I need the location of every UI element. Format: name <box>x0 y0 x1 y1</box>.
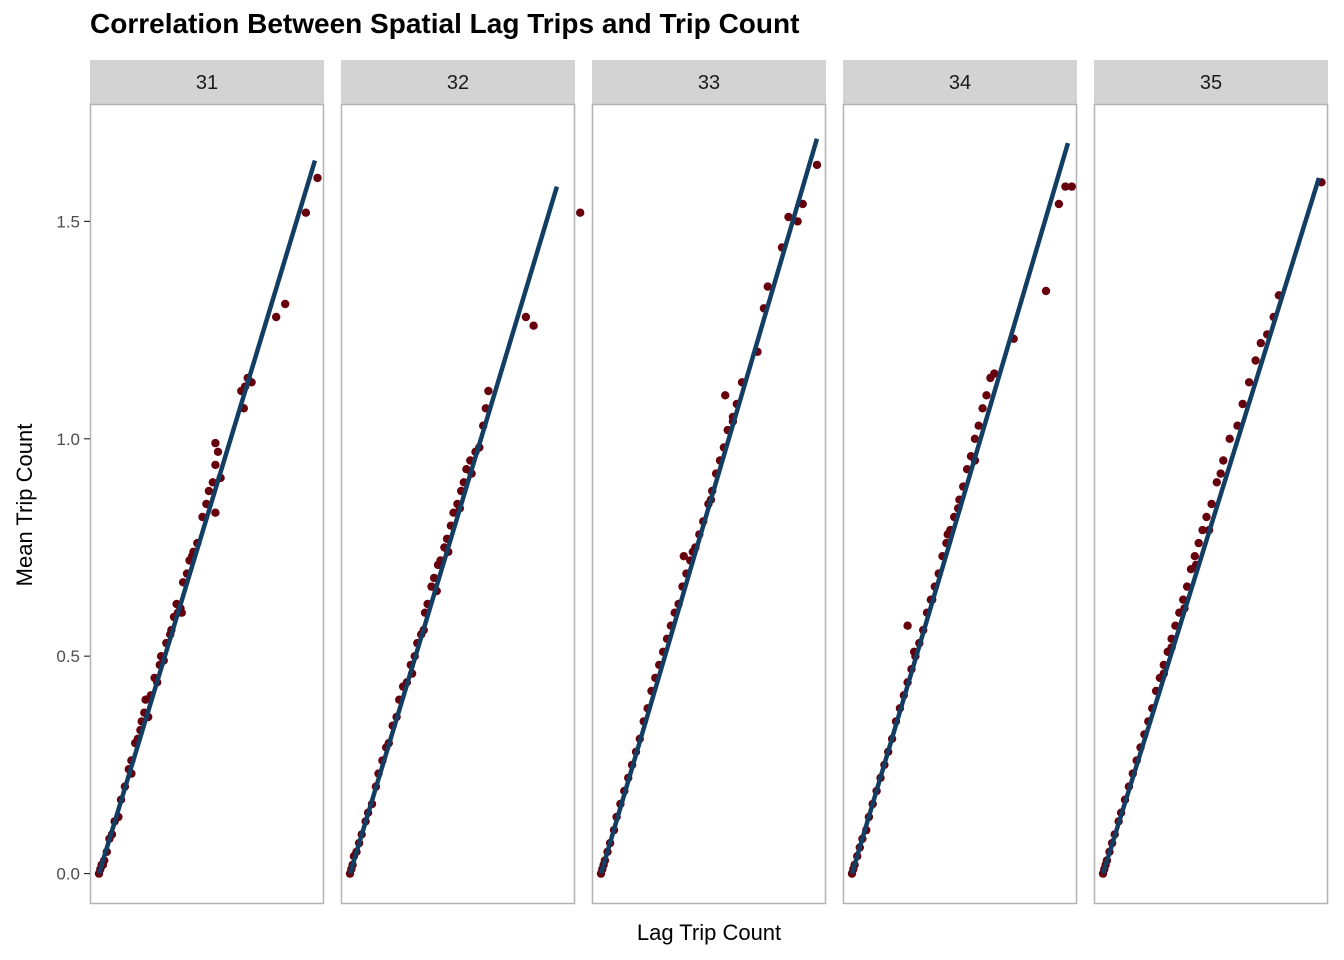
panel-border <box>842 103 1078 905</box>
scatter-point <box>1202 512 1211 522</box>
regression-line <box>96 159 318 875</box>
facet-panel-35: 35 <box>1093 60 1329 905</box>
scatter-point <box>982 391 991 400</box>
y-axis-label: Mean Trip Count <box>12 424 37 587</box>
scatter-point <box>449 508 458 517</box>
scatter-point <box>484 386 493 396</box>
scatter-point <box>784 212 793 222</box>
facet-strip <box>592 60 826 104</box>
scatter-point <box>1212 478 1222 487</box>
chart-title: Correlation Between Spatial Lag Trips an… <box>90 8 800 39</box>
facet-strip-label: 31 <box>196 72 218 94</box>
facet-strip <box>1094 60 1328 104</box>
facet-strip <box>341 60 575 104</box>
scatter-point <box>970 434 980 443</box>
y-tick-label: 0.5 <box>56 647 80 666</box>
scatter-point <box>211 438 220 448</box>
x-axis-label: Lag Trip Count <box>637 920 781 945</box>
scatter-point <box>281 299 290 309</box>
facet-strip-label: 32 <box>447 72 469 94</box>
facet-panel-32: 32 <box>340 60 585 905</box>
facet-panels: 31 32 33 34 35 <box>89 60 1329 905</box>
scatter-point <box>1251 356 1260 365</box>
scatter-point <box>721 391 730 400</box>
scatter-point <box>1238 399 1247 409</box>
scatter-point <box>576 208 585 217</box>
scatter-point <box>974 421 983 430</box>
scatter-point <box>1256 338 1266 348</box>
scatter-point <box>679 552 688 561</box>
scatter-point <box>211 460 220 470</box>
regression-line <box>849 142 1071 875</box>
facet-panel-31: 31 <box>89 60 325 905</box>
panel-border <box>340 103 576 905</box>
y-tick-label: 0.0 <box>56 865 80 884</box>
scatter-points <box>345 208 585 878</box>
y-axis: 0.0 0.5 1.0 1.5 <box>56 212 90 884</box>
scatter-point <box>1198 525 1207 535</box>
scatter-point <box>204 486 214 496</box>
scatter-point <box>301 208 311 217</box>
scatter-point <box>1190 552 1200 561</box>
scatter-point <box>1061 182 1070 191</box>
scatter-point <box>521 312 531 322</box>
scatter-point <box>1194 538 1203 548</box>
scatter-point <box>1225 434 1234 443</box>
facet-strip-label: 35 <box>1200 72 1222 94</box>
panel-border <box>591 103 827 905</box>
regression-line <box>598 138 820 875</box>
scatter-point <box>313 173 322 183</box>
facet-panel-34: 34 <box>842 60 1078 905</box>
facet-strip <box>843 60 1077 104</box>
scatter-point <box>272 312 281 322</box>
scatter-point <box>211 508 220 517</box>
scatter-point <box>1244 378 1254 387</box>
y-tick-label: 1.5 <box>56 212 80 231</box>
regression-line <box>347 185 560 875</box>
scatter-point <box>1054 199 1064 209</box>
scatter-point <box>978 404 987 413</box>
scatter-point <box>903 621 912 630</box>
facet-strip <box>90 60 324 104</box>
panel-border <box>1093 103 1329 905</box>
scatter-point <box>1207 499 1216 509</box>
facet-strip-label: 34 <box>949 72 971 94</box>
scatter-point <box>1219 456 1228 465</box>
scatter-point <box>1041 286 1051 296</box>
scatter-point <box>812 160 822 170</box>
scatter-point <box>141 695 150 704</box>
scatter-point <box>1216 469 1225 478</box>
scatter-point <box>529 321 538 330</box>
panel-border <box>89 103 325 905</box>
scatter-point <box>990 369 999 378</box>
facet-strip-label: 33 <box>698 72 720 94</box>
facet-panel-33: 33 <box>591 60 827 905</box>
regression-line <box>1100 177 1322 875</box>
scatter-point <box>1067 182 1077 191</box>
y-tick-label: 1.0 <box>56 430 80 449</box>
scatter-point <box>213 447 223 456</box>
scatter-point <box>763 282 772 291</box>
